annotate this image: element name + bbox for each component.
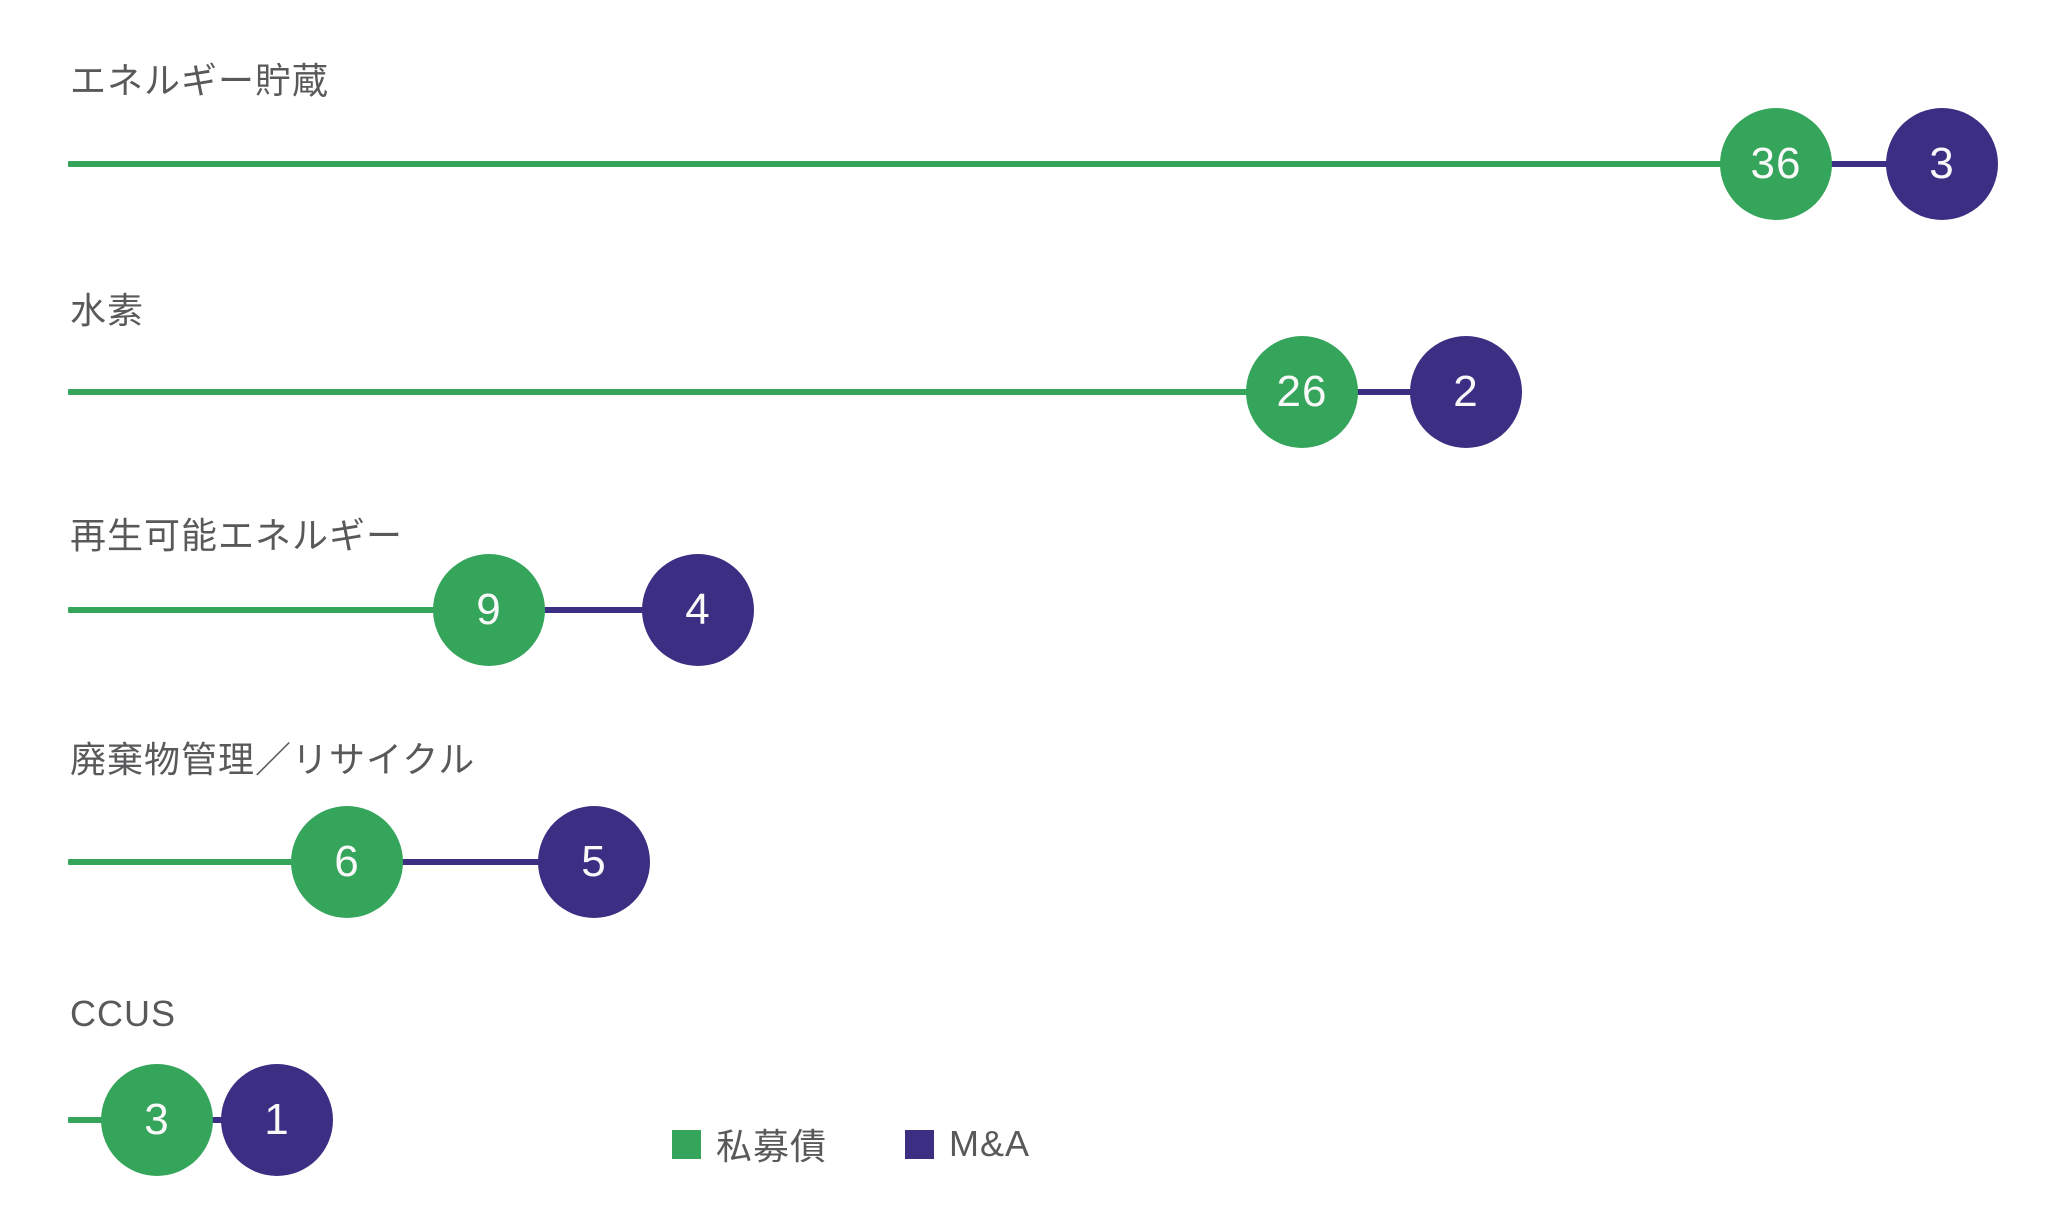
private-debt-line [68,859,347,865]
private-debt-line [68,161,1776,167]
mna-connector-line [157,1117,277,1123]
legend-label-private-debt: 私募債 [716,1126,828,1167]
marker-value: 1 [264,1095,290,1144]
private-debt-line [68,607,489,613]
marker-value: 5 [581,837,607,886]
marker-value: 4 [685,585,711,634]
mna-connector-line [1776,161,1942,167]
marker-value: 26 [1276,367,1328,416]
marker-value: 9 [476,585,502,634]
mna-connector-line [489,607,698,613]
marker-value: 2 [1453,367,1479,416]
mna-connector-line [347,859,594,865]
private-debt-swatch-icon [672,1129,701,1159]
private-debt-marker: 9 [433,554,545,666]
category-label: 水素 [70,290,145,331]
category-label: 廃棄物管理／リサイクル [70,739,476,780]
private-debt-line [68,389,1302,395]
legend-label-mna: M&A [949,1123,1031,1164]
category-label: CCUS [70,993,177,1034]
chart-legend: 私募債 M&A [672,1118,1030,1170]
marker-value: 6 [334,837,360,886]
marker-value: 36 [1750,139,1802,188]
private-debt-marker: 36 [1720,108,1832,220]
mna-marker: 2 [1410,336,1522,448]
legend-item-private-debt: 私募債 [672,1118,827,1170]
mna-marker: 3 [1886,108,1998,220]
marker-value: 3 [1929,139,1955,188]
mna-marker: 5 [538,806,650,918]
private-debt-marker: 3 [101,1064,213,1176]
marker-value: 3 [144,1095,170,1144]
private-debt-marker: 26 [1246,336,1358,448]
mna-marker: 4 [642,554,754,666]
category-label: 再生可能エネルギー [70,515,404,556]
mna-connector-line [1302,389,1466,395]
mna-swatch-icon [905,1129,935,1159]
mna-marker: 1 [221,1064,333,1176]
private-debt-marker: 6 [291,806,403,918]
legend-item-mna: M&A [905,1123,1030,1165]
category-label: エネルギー貯蔵 [70,60,330,101]
